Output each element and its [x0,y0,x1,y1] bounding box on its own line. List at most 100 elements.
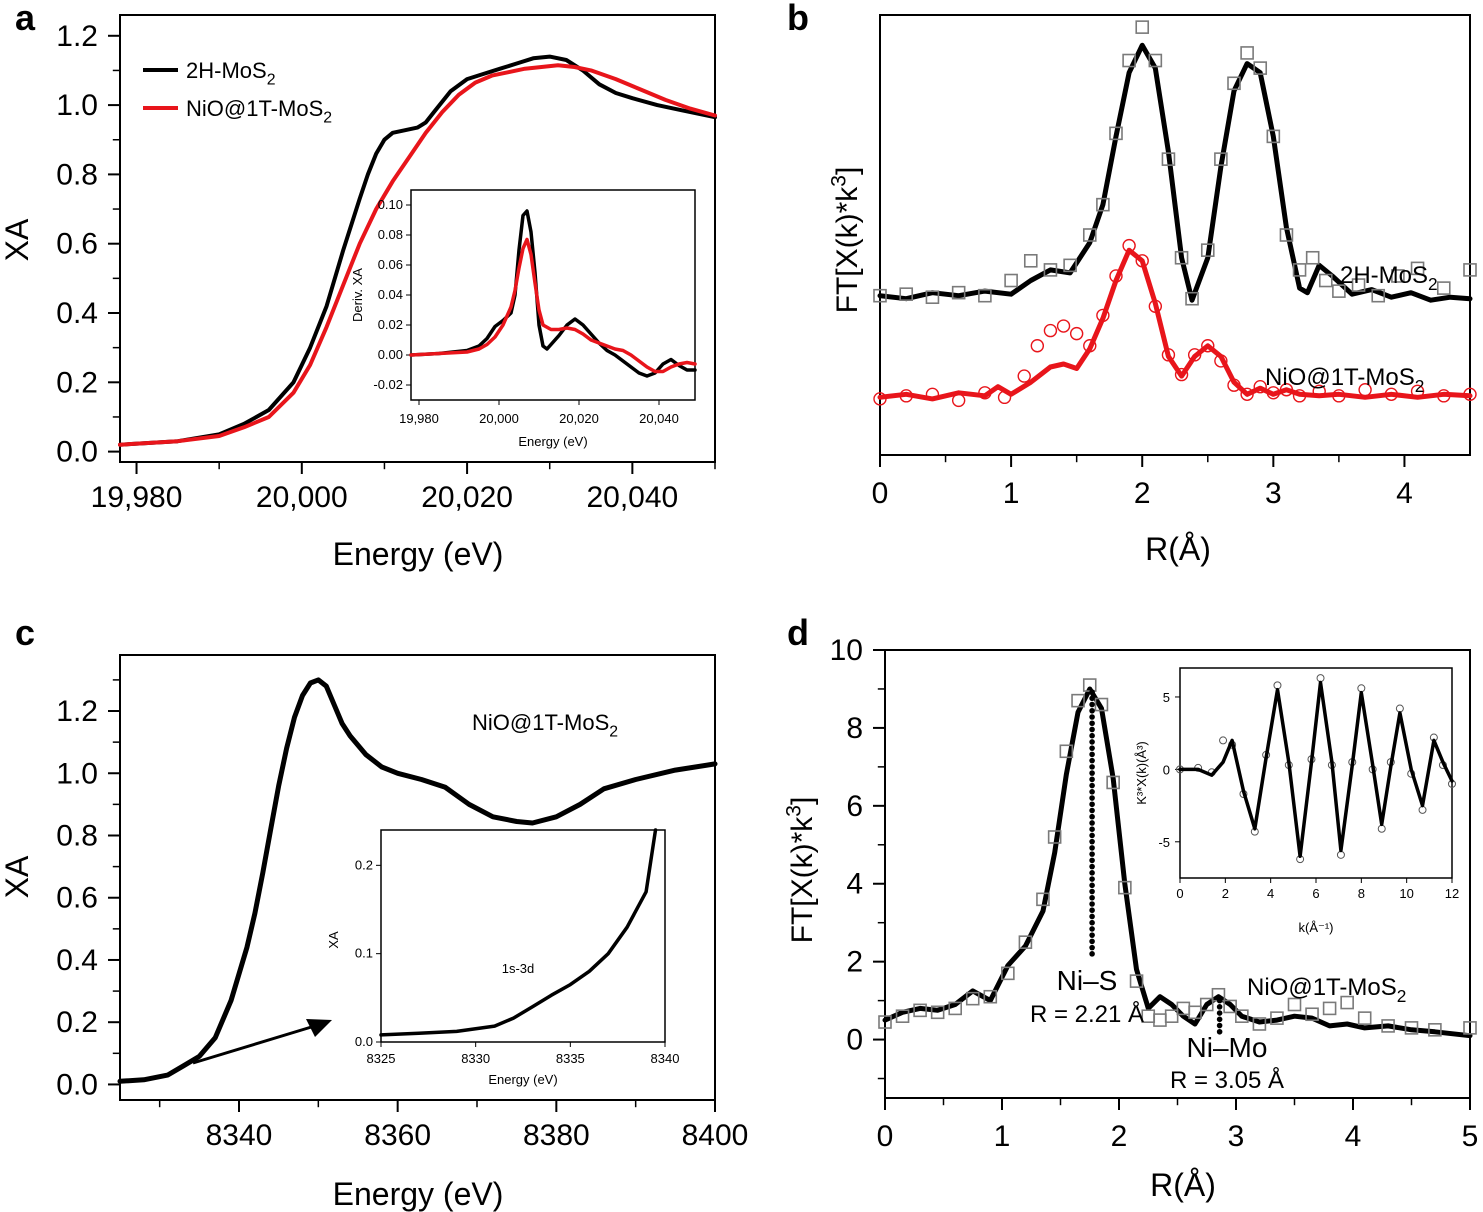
inset-frame-d [1179,667,1453,879]
series-b-3-marker [1030,339,1045,353]
series-b-3-marker [1240,387,1254,402]
y-tick-label: 0.0 [56,1068,98,1101]
series-d-1-marker [1322,1001,1337,1016]
series-b-1-marker [1332,284,1346,298]
series-b-3-marker [1187,348,1202,362]
series-d-1-marker [1287,997,1302,1012]
x-tick-label: 1 [1003,477,1020,510]
series-d-1-marker [895,1009,910,1023]
series-b-3-marker [873,392,887,406]
series-d-1-marker [1153,1013,1167,1027]
series-b-3-marker [1083,339,1097,353]
ni-s-dot [1089,919,1095,926]
annotation-ni-s: Ni–S [1057,965,1118,996]
panel-label-b: b [787,0,809,38]
series-b-3-marker [1312,384,1326,398]
y-axis-label-b: FT[X(k)*k3] [828,167,864,314]
series-b-1-marker [1240,46,1254,60]
series-b-1-marker [1004,273,1018,288]
series-d-1-marker [1340,995,1354,1010]
inset-y-tick-label: -5 [1158,835,1170,850]
series-b-1-marker [1063,258,1077,273]
series-b-1-marker [1463,263,1477,277]
inset-x-tick-label: 0 [1176,886,1183,901]
ni-s-dot [1089,826,1095,832]
ni-s-dot [1089,838,1095,845]
series-b-3-marker [1437,389,1451,403]
ni-s-dot [1089,807,1095,814]
y-tick-label: 10 [830,634,863,667]
annotation-nio-1t-mos2-c: NiO@1T-MoS2 [472,710,618,741]
inset-y-tick-label: -0.02 [373,377,403,392]
inset-x-label-d: k(Å⁻¹) [1298,920,1333,935]
y-tick-label: 2 [846,946,863,979]
inset-data-marker [1219,736,1228,745]
x-tick-label: 19,980 [91,481,183,514]
series-b-0-line [877,42,1473,303]
series-b-1-marker [1266,129,1281,144]
ni-s-dot [1089,876,1095,882]
inset-y-tick-label: 0.00 [378,347,403,362]
series-b-1-marker [1253,61,1268,75]
series-nio-1t-mos2-line [118,63,717,447]
ni-s-dot [1089,938,1095,945]
series-b-3-marker [1384,387,1399,402]
inset-y-tick-label: 0.10 [378,197,403,212]
inset-x-tick-label: 20,040 [639,411,679,426]
y-tick-label: 0.4 [56,297,98,330]
annotation-ni-s-r: R = 2.21 Å [1030,1000,1144,1028]
ni-s-dot [1089,782,1095,789]
series-b-1-marker [1410,261,1425,276]
x-tick-label: 8380 [523,1119,590,1152]
y-tick-label: 0.8 [56,819,98,852]
series-d-1-marker [1381,1019,1395,1033]
inset-x-tick-label: 19,980 [399,411,439,426]
ni-s-dot [1089,951,1095,957]
series-b-1-marker [951,285,966,300]
annotation-ni-mo: Ni–Mo [1187,1032,1268,1063]
panel-d: d0 1 2 3 4 50246810R(Å)FT[X(k)*k3]NiO@1T-MoS2… [783,612,1479,1203]
panel-label-a: a [15,0,36,38]
plot-frame-a [119,14,716,463]
series-d-1-marker [1071,693,1085,708]
inset-series-line [409,209,697,378]
ni-mo-dot [1216,1022,1223,1029]
y-tick-label: 0.2 [56,366,98,399]
x-tick-label: 20,000 [256,481,348,514]
series-d-1-marker [1357,1011,1372,1025]
inset-y-tick-label: 0 [1163,762,1170,777]
series-b-1-marker [1200,243,1215,257]
series-b-3-marker [1122,238,1136,253]
series-b-3-marker [1135,254,1149,268]
ni-s-dot [1089,801,1095,808]
series-b-1-marker [1351,278,1366,292]
y-axis-label-c: XA [0,855,35,898]
inset-x-tick-label: 10 [1399,886,1413,901]
ni-s-dot [1089,894,1095,901]
series-b-1-marker [1436,281,1451,295]
series-b-3-marker [951,393,966,408]
series-d-1-marker [1118,880,1132,895]
series-b-3-marker [1161,348,1176,362]
series-b-1-marker [1161,152,1176,166]
ni-s-dot [1089,932,1095,938]
series-b-3-marker [1463,387,1477,402]
inset-x-tick-label: 4 [1267,886,1274,901]
series-b-1-marker [1174,250,1189,265]
ni-s-dot [1089,776,1095,783]
ni-s-dot [1089,770,1095,776]
series-b-3-marker [1332,389,1346,403]
series-d-1-marker [878,1015,892,1029]
series-d-1-marker [1404,1021,1419,1035]
inset-y-tick-label: 5 [1163,690,1170,705]
series-b-1-marker [978,288,992,303]
ni-mo-dot [1216,1004,1223,1010]
inset-x-tick-label: 20,020 [559,411,599,426]
series-b-3-marker [978,386,992,400]
inset-y-tick-label: 0.06 [378,257,403,272]
y-axis-label-d: FT[X(k)*k3] [783,797,819,944]
ni-s-dot [1089,888,1095,895]
y-tick-label: 0.8 [56,158,98,191]
series-b-3-marker [1292,389,1307,403]
